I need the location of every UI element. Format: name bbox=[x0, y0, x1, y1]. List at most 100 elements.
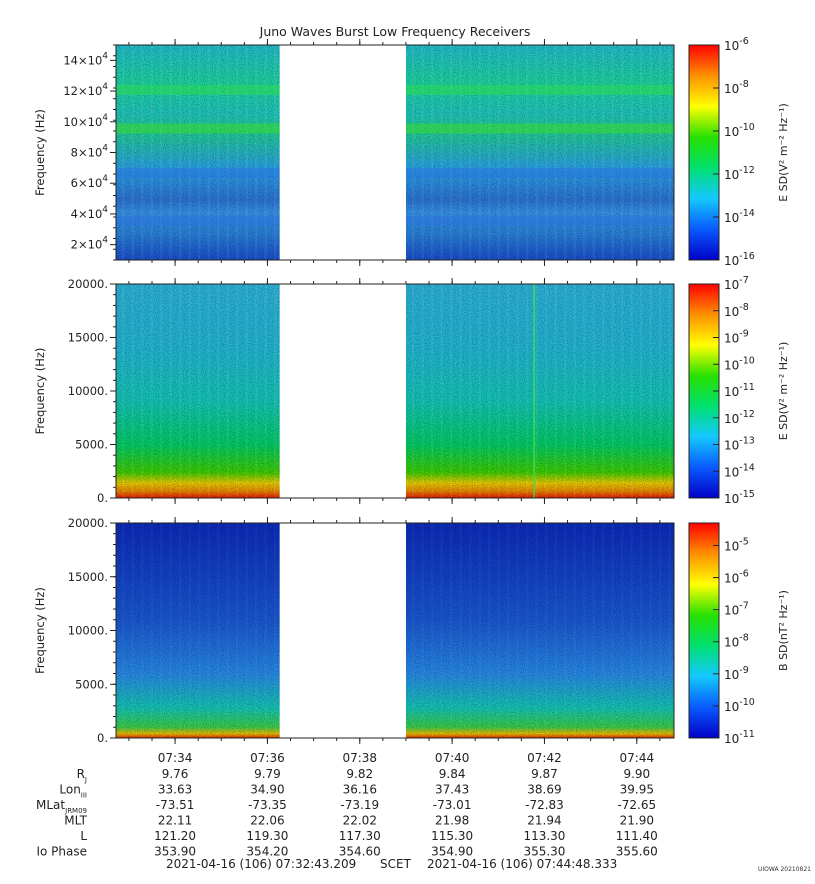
spectrogram-band bbox=[450, 523, 453, 738]
spectrogram-band bbox=[478, 523, 481, 738]
spectrogram-band bbox=[208, 523, 211, 738]
spectrogram-band bbox=[449, 284, 453, 498]
y-tick-label: 10000. bbox=[68, 384, 108, 398]
colorbar-tick-label: 10-8 bbox=[724, 302, 749, 319]
spectrogram-band bbox=[411, 45, 415, 260]
spectrogram-band bbox=[246, 523, 249, 738]
spectrogram-band bbox=[226, 45, 229, 260]
spectrogram-band bbox=[601, 284, 605, 498]
spectrogram-band bbox=[274, 523, 277, 738]
x-tick-label: 07:44 bbox=[620, 751, 655, 765]
chart-title: Juno Waves Burst Low Frequency Receivers bbox=[259, 24, 531, 39]
spectrogram-band bbox=[440, 45, 443, 260]
spectrogram-band bbox=[169, 45, 172, 260]
spectrogram-band bbox=[150, 45, 153, 260]
emission-band bbox=[405, 168, 674, 178]
ephemeris-value: -73.51 bbox=[156, 798, 195, 812]
spectrogram-band bbox=[630, 284, 633, 498]
x-tick-label: 07:40 bbox=[435, 751, 470, 765]
ephemeris-value: 9.79 bbox=[254, 767, 281, 781]
spectrogram-band bbox=[226, 284, 229, 498]
ephemeris-value: 354.60 bbox=[339, 845, 381, 859]
spectrogram-band bbox=[160, 45, 163, 260]
spectrogram-band bbox=[554, 284, 557, 498]
spectrogram-band bbox=[169, 284, 172, 498]
spectrogram-band bbox=[179, 45, 182, 260]
spectrogram-band bbox=[179, 523, 182, 738]
spectrogram-band bbox=[132, 523, 135, 738]
spectrogram-band bbox=[122, 45, 125, 260]
ephemeris-value: 36.16 bbox=[343, 783, 377, 797]
spectrogram-band bbox=[639, 284, 643, 498]
spectrogram-band bbox=[160, 284, 163, 498]
colorbar-label: E SD(V² m⁻² Hz⁻¹) bbox=[777, 103, 790, 202]
y-tick-label: 8×104 bbox=[71, 144, 109, 160]
ephemeris-value: -73.35 bbox=[248, 798, 287, 812]
footer-start-time: 2021-04-16 (106) 07:32:43.209 bbox=[166, 857, 357, 871]
spectrogram-band bbox=[198, 523, 201, 738]
spectrogram-band bbox=[545, 523, 548, 738]
ephemeris-value: 22.02 bbox=[343, 814, 377, 828]
spectrogram-band bbox=[245, 45, 248, 260]
spectrogram-band bbox=[198, 284, 201, 498]
spectrogram-band bbox=[421, 523, 424, 738]
spectrogram-band bbox=[620, 284, 624, 498]
spectrogram-band bbox=[582, 284, 586, 498]
ephemeris-row-label: MLT bbox=[64, 814, 87, 828]
spectrogram-band bbox=[207, 284, 210, 498]
y-axis-label: Frequency (Hz) bbox=[33, 348, 47, 435]
emission-band bbox=[405, 215, 674, 226]
spectrogram-band bbox=[516, 45, 519, 260]
spectrogram-noise bbox=[116, 523, 280, 738]
ephemeris-value: -73.01 bbox=[433, 798, 472, 812]
spectrogram-band bbox=[668, 284, 671, 498]
spectrogram-band bbox=[497, 45, 500, 260]
spectrogram-band bbox=[535, 284, 538, 498]
data-gap bbox=[279, 44, 406, 261]
spectrogram-band bbox=[440, 523, 443, 738]
spectrogram-band bbox=[573, 284, 576, 498]
spectrogram-band bbox=[122, 523, 125, 738]
spectrogram-band bbox=[497, 523, 500, 738]
ephemeris-value: 22.11 bbox=[158, 814, 192, 828]
spectrogram-band bbox=[207, 45, 210, 260]
spectrogram-band bbox=[189, 523, 192, 738]
spectrogram-band bbox=[487, 284, 491, 498]
spectrogram-noise bbox=[405, 45, 674, 260]
spectrogram-band bbox=[459, 523, 462, 738]
emission-band bbox=[116, 85, 280, 96]
spectrogram-noise bbox=[116, 45, 280, 260]
spectrogram-band bbox=[554, 45, 557, 260]
ephemeris-value: 21.94 bbox=[527, 814, 561, 828]
spectrogram-band bbox=[255, 284, 258, 498]
spectrogram-band bbox=[668, 45, 671, 260]
spectrogram-band bbox=[601, 45, 605, 260]
spectrogram-band bbox=[179, 284, 182, 498]
colorbar-tick-label: 10-7 bbox=[724, 601, 749, 618]
colorbar-tick-label: 10-10 bbox=[724, 122, 755, 139]
colorbar-tick-label: 10-12 bbox=[724, 409, 755, 426]
y-tick-label: 0. bbox=[97, 731, 108, 745]
spectrogram-band bbox=[507, 523, 510, 738]
spectrogram-band bbox=[421, 284, 424, 498]
spectrogram-noise bbox=[405, 523, 674, 738]
ephemeris-row-label: Io Phase bbox=[36, 845, 87, 859]
spectrogram-band bbox=[573, 45, 576, 260]
spectrogram-band bbox=[151, 523, 154, 738]
spectrogram-band bbox=[188, 45, 191, 260]
spectrogram-band bbox=[188, 284, 191, 498]
spectrogram-band bbox=[412, 523, 415, 738]
spectrogram-band bbox=[658, 284, 662, 498]
y-tick-label: 10×104 bbox=[63, 113, 108, 129]
spectrogram-band bbox=[535, 45, 538, 260]
spectrogram-band bbox=[227, 523, 230, 738]
ephemeris-row-label: RJ bbox=[77, 767, 87, 784]
spectrogram-band bbox=[478, 284, 481, 498]
ephemeris-value: 38.69 bbox=[527, 783, 561, 797]
spectrogram-band bbox=[649, 45, 652, 260]
spectrogram-band bbox=[469, 523, 472, 738]
spectrogram-band bbox=[236, 45, 239, 260]
spectrogram-band bbox=[459, 284, 462, 498]
emission-band bbox=[116, 215, 280, 226]
colorbar bbox=[688, 44, 720, 261]
